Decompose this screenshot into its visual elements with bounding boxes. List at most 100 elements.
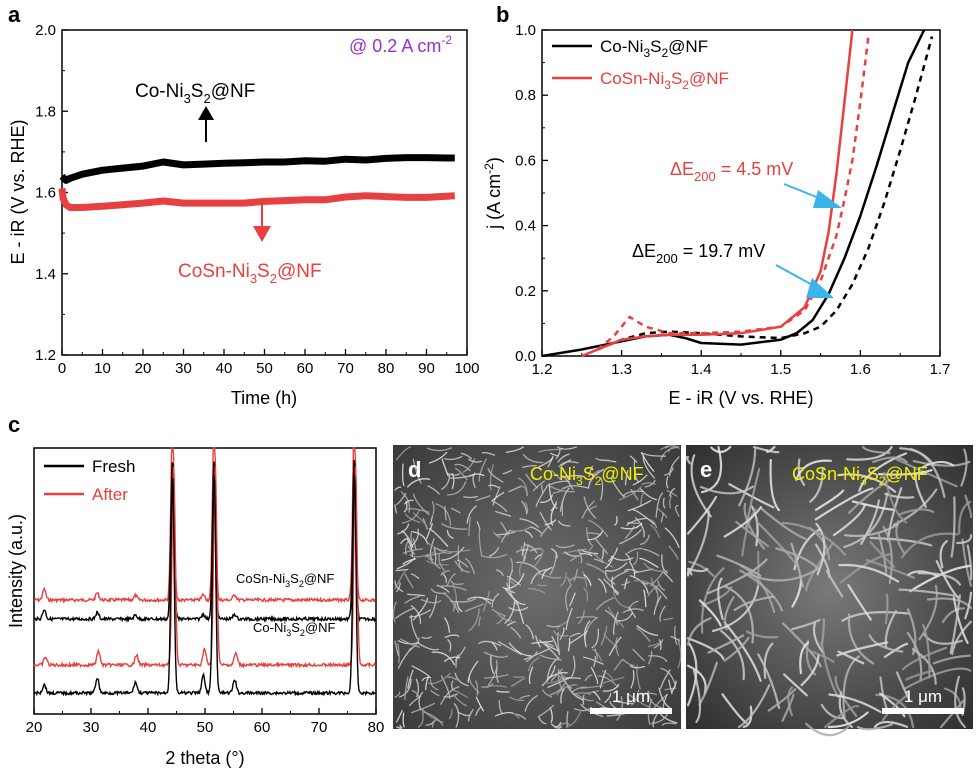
sem-flake (539, 494, 553, 504)
sem-flake (949, 594, 961, 655)
legend-label-after: After (92, 485, 128, 504)
sem-flake (524, 530, 533, 538)
sem-flake (601, 549, 604, 560)
sem-flake (556, 446, 578, 450)
panel-b-xlabel: E - iR (V vs. RHE) (668, 388, 813, 408)
sem-flake (544, 642, 554, 647)
sem-flake (453, 703, 460, 728)
sem-flake (430, 690, 440, 697)
sem-flake (394, 486, 402, 491)
sem-flake (396, 582, 401, 593)
sem-flake (483, 651, 509, 658)
sem-flake (555, 544, 575, 549)
sem-flake (478, 640, 502, 647)
sem-flake (523, 544, 530, 562)
panel-a-label-co: Co-Ni3S2@NF (135, 81, 255, 106)
sem-flake (649, 524, 660, 538)
sem-flake (642, 548, 660, 557)
sem-flake (745, 630, 779, 639)
sem-flake (541, 665, 556, 687)
sem-flake (626, 522, 639, 525)
sem-flake (560, 688, 565, 704)
sem-flake (600, 625, 608, 646)
sem-flake (820, 703, 845, 720)
panel-d-scale-label: 1 μm (612, 687, 650, 706)
sem-flake (642, 455, 655, 479)
sem-flake (410, 573, 420, 580)
sem-flake (543, 674, 566, 684)
sem-flake (440, 585, 467, 591)
xrd-trace-2 (33, 465, 376, 669)
sem-flake (912, 460, 971, 467)
sem-flake (922, 623, 931, 679)
sem-flake (666, 475, 669, 489)
sem-flake (505, 446, 524, 453)
sem-flake (441, 458, 449, 477)
sem-flake (585, 546, 593, 555)
x-tick-label: 30 (83, 719, 100, 736)
sem-flake (597, 578, 607, 593)
sem-flake (630, 689, 640, 706)
sem-flake (659, 713, 678, 724)
sem-flake (658, 639, 662, 651)
sem-flake (895, 458, 958, 488)
sem-flake (452, 694, 468, 707)
sem-flake (647, 650, 653, 665)
sem-flake (559, 627, 565, 640)
panel-a-label-cosn: CoSn-Ni3S2@NF (178, 261, 322, 286)
sem-flake (668, 495, 672, 509)
sem-flake (584, 674, 593, 682)
sem-flake (632, 508, 655, 525)
sem-flake (506, 578, 516, 588)
sem-flake (581, 500, 595, 519)
sem-flake (421, 636, 432, 639)
sem-flake (613, 658, 624, 671)
sem-flake (622, 608, 644, 613)
sem-flake (442, 573, 448, 583)
sem-flake (435, 503, 452, 526)
sem-flake (873, 720, 909, 729)
sem-flake (686, 567, 709, 573)
sem-flake (563, 485, 590, 490)
sem-flake (457, 545, 463, 572)
sem-flake (707, 558, 768, 595)
sem-flake (686, 643, 698, 707)
sem-flake (544, 519, 557, 526)
sem-flake (825, 569, 844, 598)
x-tick-label: 20 (26, 719, 43, 736)
y-tick-label: 2.0 (35, 22, 56, 39)
sem-flake (613, 611, 619, 636)
sem-flake (655, 492, 664, 518)
sem-flake (921, 460, 955, 469)
x-tick-label: 60 (254, 719, 271, 736)
panel-c-legend: Fresh After (44, 457, 135, 504)
series-line-3 (596, 36, 870, 351)
sem-flake (487, 660, 498, 686)
sem-flake (401, 463, 405, 487)
sem-flake (448, 709, 453, 720)
sem-flake (434, 547, 448, 552)
sem-flake (508, 642, 532, 657)
sem-flake (622, 490, 644, 497)
sem-flake (402, 712, 405, 728)
sem-flake (489, 464, 494, 491)
sem-flake (883, 642, 909, 658)
sem-flake (558, 722, 571, 728)
sem-flake (575, 693, 594, 702)
sem-flake (700, 567, 725, 634)
sem-flake (515, 561, 541, 573)
sem-flake (624, 469, 629, 486)
sem-flake (723, 636, 750, 662)
sem-flake (521, 541, 526, 556)
sem-flake (839, 552, 893, 584)
sem-flake (805, 722, 850, 737)
sem-flake (550, 668, 563, 682)
sem-flake (954, 675, 966, 729)
sem-flake (404, 595, 421, 604)
sem-flake (468, 516, 471, 537)
panel-a-ylabel: E - iR (V vs. RHE) (8, 119, 28, 264)
sem-flake (538, 639, 559, 659)
sem-flake (549, 681, 566, 696)
sem-texture-d (392, 444, 682, 729)
sem-flake (628, 606, 637, 619)
